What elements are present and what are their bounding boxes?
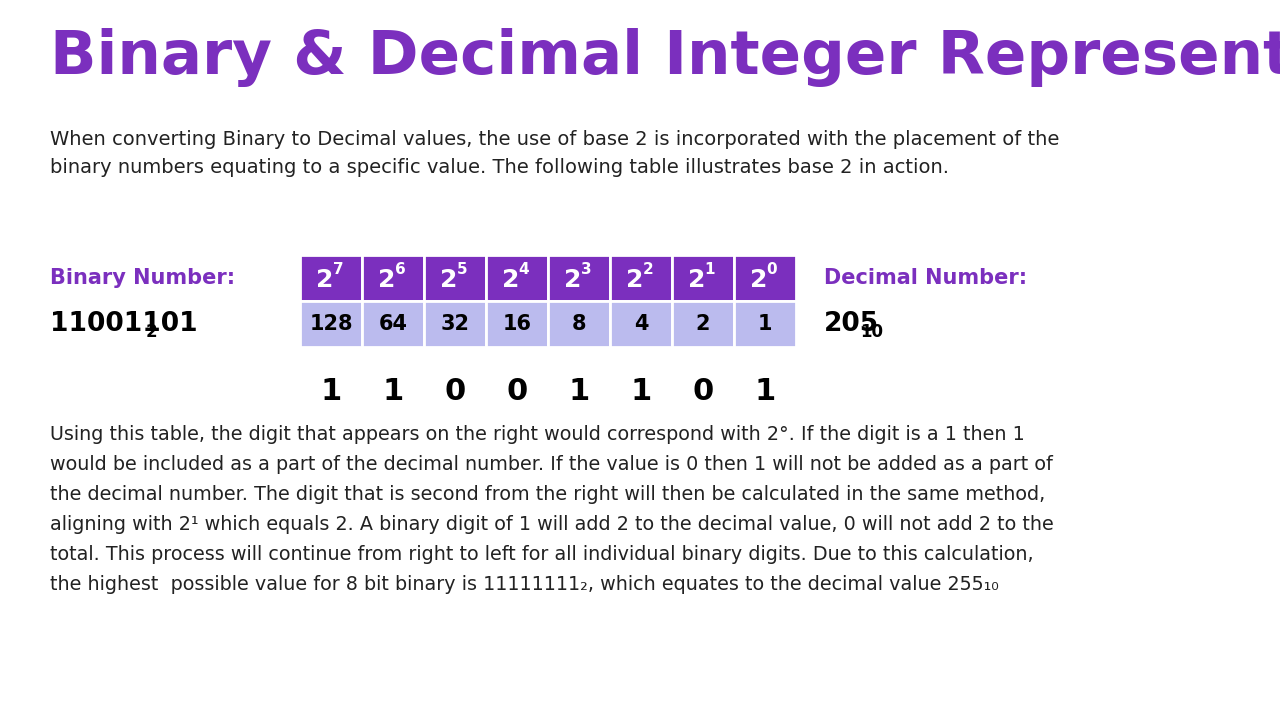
Text: 0: 0	[507, 377, 527, 406]
FancyBboxPatch shape	[733, 255, 796, 301]
Text: 2: 2	[564, 268, 581, 292]
Text: 1: 1	[630, 377, 652, 406]
Text: 128: 128	[310, 314, 353, 334]
FancyBboxPatch shape	[672, 301, 733, 347]
Text: 1: 1	[754, 377, 776, 406]
Text: aligning with 2¹ which equals 2. A binary digit of 1 will add 2 to the decimal v: aligning with 2¹ which equals 2. A binar…	[50, 515, 1053, 534]
Text: the decimal number. The digit that is second from the right will then be calcula: the decimal number. The digit that is se…	[50, 485, 1046, 504]
Text: 5: 5	[457, 261, 467, 276]
Text: 4: 4	[634, 314, 648, 334]
Text: 10: 10	[860, 323, 883, 341]
Text: 11001101: 11001101	[50, 311, 197, 337]
Text: 0: 0	[692, 377, 714, 406]
Text: When converting Binary to Decimal values, the use of base 2 is incorporated with: When converting Binary to Decimal values…	[50, 130, 1060, 149]
Text: 4: 4	[518, 261, 530, 276]
FancyBboxPatch shape	[300, 255, 362, 301]
Text: 2: 2	[750, 268, 768, 292]
Text: 32: 32	[440, 314, 470, 334]
Text: 1: 1	[705, 261, 716, 276]
Text: 1: 1	[568, 377, 590, 406]
Text: Using this table, the digit that appears on the right would correspond with 2°. : Using this table, the digit that appears…	[50, 425, 1025, 444]
Text: Decimal Number:: Decimal Number:	[824, 268, 1027, 288]
FancyBboxPatch shape	[486, 301, 548, 347]
FancyBboxPatch shape	[362, 301, 424, 347]
Text: the highest  possible value for 8 bit binary is 11111111₂, which equates to the : the highest possible value for 8 bit bin…	[50, 575, 998, 594]
Text: 0: 0	[767, 261, 777, 276]
Text: 1: 1	[758, 314, 772, 334]
FancyBboxPatch shape	[611, 301, 672, 347]
FancyBboxPatch shape	[362, 255, 424, 301]
Text: 6: 6	[394, 261, 406, 276]
FancyBboxPatch shape	[424, 255, 486, 301]
FancyBboxPatch shape	[611, 255, 672, 301]
FancyBboxPatch shape	[672, 255, 733, 301]
Text: 2: 2	[379, 268, 396, 292]
Text: would be included as a part of the decimal number. If the value is 0 then 1 will: would be included as a part of the decim…	[50, 455, 1053, 474]
Text: 2: 2	[146, 323, 157, 341]
Text: 2: 2	[696, 314, 710, 334]
Text: 2: 2	[502, 268, 520, 292]
Text: 8: 8	[572, 314, 586, 334]
Text: 64: 64	[379, 314, 407, 334]
Text: 1: 1	[320, 377, 342, 406]
Text: 205: 205	[824, 311, 879, 337]
FancyBboxPatch shape	[486, 255, 548, 301]
FancyBboxPatch shape	[300, 301, 362, 347]
Text: 2: 2	[440, 268, 458, 292]
Text: total. This process will continue from right to left for all individual binary d: total. This process will continue from r…	[50, 545, 1034, 564]
FancyBboxPatch shape	[548, 255, 611, 301]
Text: 2: 2	[626, 268, 644, 292]
Text: 0: 0	[444, 377, 466, 406]
FancyBboxPatch shape	[733, 301, 796, 347]
FancyBboxPatch shape	[424, 301, 486, 347]
Text: 2: 2	[689, 268, 705, 292]
FancyBboxPatch shape	[548, 301, 611, 347]
Text: 16: 16	[503, 314, 531, 334]
Text: 2: 2	[316, 268, 334, 292]
Text: binary numbers equating to a specific value. The following table illustrates bas: binary numbers equating to a specific va…	[50, 158, 948, 177]
Text: Binary Number:: Binary Number:	[50, 268, 236, 288]
Text: 3: 3	[581, 261, 591, 276]
Text: 1: 1	[383, 377, 403, 406]
Text: 2: 2	[643, 261, 653, 276]
Text: Binary & Decimal Integer Representation: Binary & Decimal Integer Representation	[50, 28, 1280, 87]
Text: 7: 7	[333, 261, 343, 276]
